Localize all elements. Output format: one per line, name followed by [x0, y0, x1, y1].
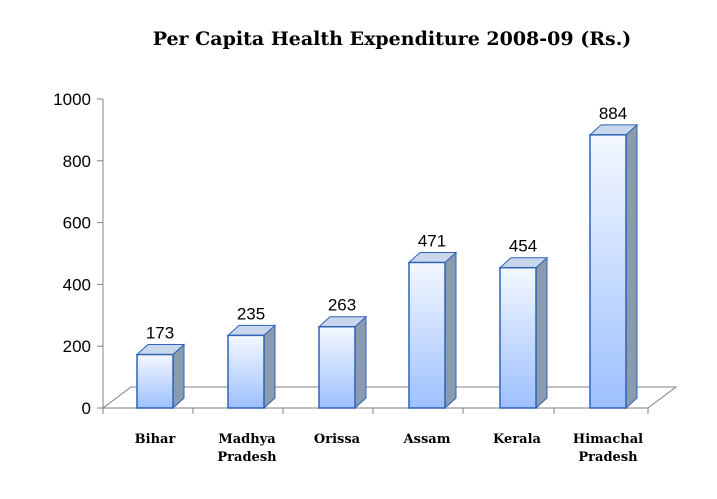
data-label: 173: [146, 324, 174, 343]
bar-group: [226, 324, 277, 410]
bar-side: [625, 123, 638, 410]
y-tick-label: 600: [63, 214, 91, 233]
x-tick-label: Pradesh: [578, 450, 638, 465]
labels: 173 235 263 471 454 884 Bihar Madhya Pradesh Oris…: [135, 104, 643, 465]
bar-side: [263, 324, 276, 410]
chart-title: Per Capita Health Expenditure 2008-09 (R…: [153, 28, 632, 50]
data-label: 884: [599, 104, 627, 123]
y-tick-label: 0: [82, 399, 91, 418]
y-tick-label: 400: [63, 275, 91, 294]
x-tick-label: Madhya: [218, 432, 276, 447]
bar: [136, 353, 174, 409]
x-tick-label: Pradesh: [217, 450, 277, 465]
bar: [227, 334, 265, 409]
bar: [318, 325, 356, 409]
bar-side: [172, 343, 185, 410]
bar: [589, 134, 627, 409]
bar-side: [444, 251, 457, 410]
data-label: 263: [328, 296, 356, 315]
bar-side: [354, 315, 367, 410]
bar-group: [135, 343, 186, 410]
bar: [408, 261, 446, 409]
data-label: 454: [509, 237, 537, 256]
x-tick-label: Kerala: [493, 432, 541, 447]
bar-group: [588, 123, 639, 410]
x-tick-label: Bihar: [135, 432, 176, 447]
bars: [135, 123, 639, 410]
bar-group: [498, 256, 549, 410]
y-tick-label: 200: [63, 337, 91, 356]
bar-side: [535, 256, 548, 410]
x-tick-label: Orissa: [314, 432, 361, 447]
data-label: 235: [237, 304, 265, 323]
bar-group: [317, 315, 368, 410]
y-tick-label: 800: [63, 152, 91, 171]
x-tick-label: Himachal: [573, 432, 643, 447]
y-tick-label: 1000: [53, 90, 91, 109]
data-label: 471: [418, 231, 446, 250]
x-tick-label: Assam: [403, 432, 451, 447]
bar: [499, 266, 537, 409]
bar-group: [407, 251, 458, 410]
